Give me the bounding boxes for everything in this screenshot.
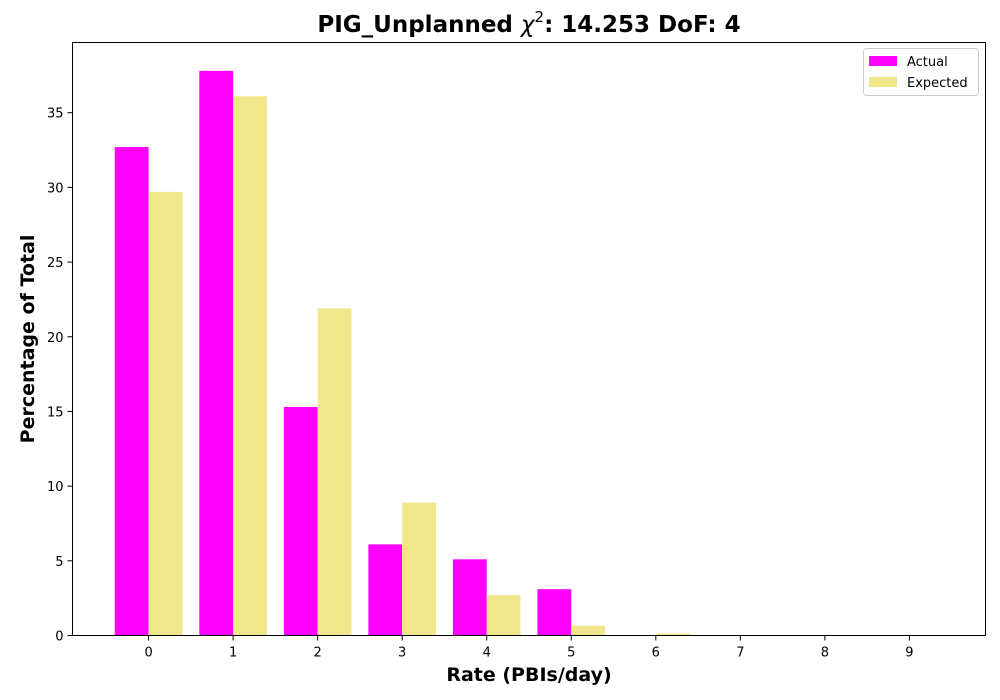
bar-expected-3 <box>402 503 436 636</box>
legend-label-actual: Actual <box>907 55 948 70</box>
y-tick-label: 35 <box>47 107 64 122</box>
legend: Actual Expected <box>864 49 979 96</box>
bar-expected-5 <box>571 626 605 636</box>
x-tick-label: 4 <box>483 646 491 661</box>
bar-actual-4 <box>453 559 487 635</box>
chart-title-suffix: : 14.253 DoF: 4 <box>544 12 741 38</box>
x-tick-label: 7 <box>736 646 744 661</box>
x-tick-label: 0 <box>144 646 152 661</box>
x-tick-label: 3 <box>398 646 406 661</box>
bar-actual-5 <box>537 589 571 635</box>
bar-expected-4 <box>487 595 521 635</box>
y-tick-label: 25 <box>47 256 64 271</box>
y-axis-label: Percentage of Total <box>17 235 39 444</box>
y-ticks-group: 0 5 10 15 20 25 30 35 <box>47 107 73 645</box>
x-tick-label: 9 <box>905 646 913 661</box>
y-tick-label: 5 <box>55 555 63 570</box>
chart-title-prefix: PIG_Unplanned <box>317 12 521 38</box>
y-tick-label: 30 <box>47 181 64 196</box>
legend-label-expected: Expected <box>907 76 968 91</box>
legend-swatch-actual <box>869 56 897 66</box>
y-tick-label: 10 <box>47 480 64 495</box>
bar-expected-2 <box>318 308 352 635</box>
x-axis-label: Rate (PBIs/day) <box>446 664 611 686</box>
legend-swatch-expected <box>869 77 897 87</box>
chart-title-superscript: 2 <box>535 8 545 26</box>
x-tick-label: 8 <box>821 646 829 661</box>
bar-expected-1 <box>233 96 267 635</box>
y-tick-label: 20 <box>47 331 64 346</box>
y-tick-label: 0 <box>55 630 63 645</box>
x-tick-label: 1 <box>229 646 237 661</box>
chart-title-symbol: χ <box>519 12 536 38</box>
x-tick-label: 6 <box>652 646 660 661</box>
x-tick-label: 5 <box>567 646 575 661</box>
bar-actual-3 <box>368 544 402 635</box>
bar-actual-0 <box>115 147 149 635</box>
bar-actual-2 <box>284 407 318 636</box>
bar-expected-0 <box>149 192 183 636</box>
chart-title: PIG_Unplanned χ2: 14.253 DoF: 4 <box>317 8 740 38</box>
bar-actual-1 <box>199 71 233 636</box>
y-tick-label: 15 <box>47 405 64 420</box>
x-ticks-group: 0 1 2 3 4 5 6 7 8 9 <box>144 636 913 661</box>
x-tick-label: 2 <box>314 646 322 661</box>
bars-group <box>115 71 774 636</box>
